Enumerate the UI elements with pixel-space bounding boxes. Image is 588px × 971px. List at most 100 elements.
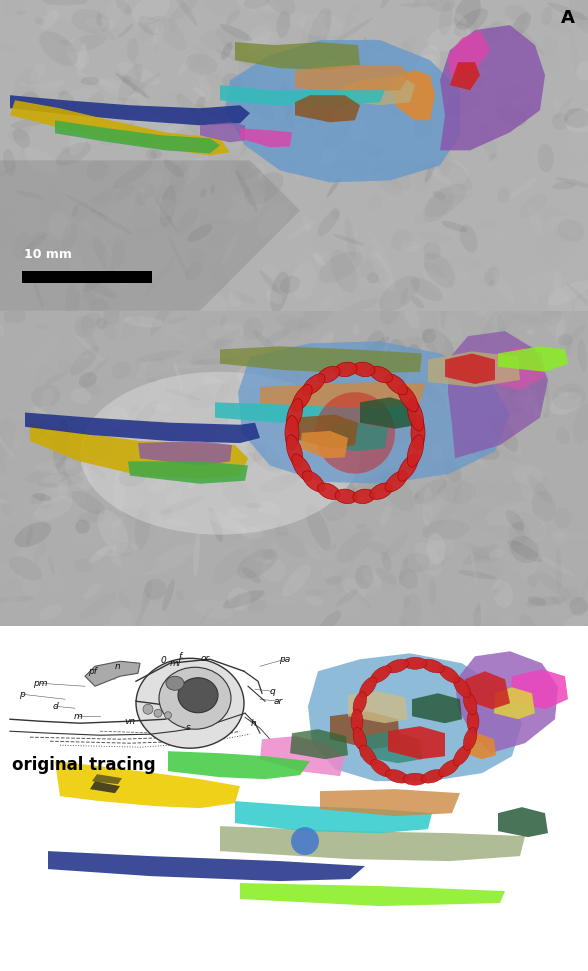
Ellipse shape [336,597,366,618]
Ellipse shape [142,581,152,613]
Ellipse shape [445,368,456,409]
Ellipse shape [353,323,360,335]
Ellipse shape [232,291,255,304]
Ellipse shape [520,193,547,218]
Ellipse shape [360,144,391,183]
Ellipse shape [403,552,430,573]
Ellipse shape [527,476,552,503]
Ellipse shape [255,557,273,564]
Ellipse shape [313,200,323,245]
Ellipse shape [256,204,289,238]
Ellipse shape [326,576,343,586]
Ellipse shape [488,420,503,448]
Ellipse shape [351,230,359,238]
Ellipse shape [245,394,266,416]
Ellipse shape [199,76,211,101]
Ellipse shape [399,569,418,589]
Ellipse shape [190,337,233,366]
Ellipse shape [512,472,534,488]
Ellipse shape [534,261,573,285]
Ellipse shape [279,571,302,594]
Ellipse shape [534,571,573,599]
Ellipse shape [188,476,195,489]
Ellipse shape [148,19,163,34]
Ellipse shape [384,377,393,391]
Ellipse shape [407,398,423,431]
Ellipse shape [332,416,345,431]
Ellipse shape [71,490,105,515]
Ellipse shape [533,539,547,589]
Polygon shape [0,160,300,311]
Ellipse shape [516,389,551,416]
Ellipse shape [75,519,90,534]
Ellipse shape [161,391,173,413]
Ellipse shape [535,372,550,418]
Ellipse shape [320,139,340,169]
Ellipse shape [152,442,180,466]
Ellipse shape [302,107,339,129]
Ellipse shape [489,153,496,161]
Ellipse shape [187,224,212,242]
Ellipse shape [80,73,118,87]
Ellipse shape [113,161,153,188]
Ellipse shape [554,391,574,396]
Ellipse shape [178,217,215,253]
Ellipse shape [457,47,473,64]
Ellipse shape [342,57,347,79]
Ellipse shape [145,184,155,197]
Ellipse shape [337,92,358,106]
Ellipse shape [31,385,61,407]
Ellipse shape [103,315,123,343]
Ellipse shape [154,220,169,243]
Ellipse shape [438,151,452,178]
Ellipse shape [553,98,567,118]
Ellipse shape [6,431,21,448]
Ellipse shape [79,592,116,619]
Ellipse shape [136,133,155,143]
Polygon shape [235,801,432,833]
Ellipse shape [298,83,325,99]
Ellipse shape [290,13,306,26]
Ellipse shape [453,501,487,520]
Ellipse shape [538,233,559,262]
Ellipse shape [261,440,284,488]
Ellipse shape [356,301,370,318]
Ellipse shape [460,362,473,378]
Ellipse shape [187,384,230,408]
Ellipse shape [253,50,262,101]
Ellipse shape [519,346,541,362]
Ellipse shape [35,324,49,329]
Ellipse shape [383,532,409,559]
Polygon shape [235,42,360,70]
Ellipse shape [449,137,465,163]
Ellipse shape [4,268,33,285]
Ellipse shape [301,98,326,105]
Text: A: A [561,9,575,27]
Ellipse shape [282,320,302,340]
Ellipse shape [88,273,93,277]
Ellipse shape [212,202,260,218]
Ellipse shape [105,407,128,427]
Ellipse shape [143,560,187,576]
Ellipse shape [508,231,533,255]
Ellipse shape [183,157,203,184]
Ellipse shape [427,414,447,454]
Ellipse shape [329,544,336,552]
Ellipse shape [330,363,346,376]
Ellipse shape [480,69,522,84]
Ellipse shape [371,50,396,72]
Ellipse shape [138,30,155,41]
Ellipse shape [454,487,463,504]
Ellipse shape [237,363,272,388]
Ellipse shape [53,87,98,106]
Ellipse shape [366,426,373,444]
Ellipse shape [510,536,539,563]
Ellipse shape [264,60,303,84]
Ellipse shape [145,357,165,384]
Ellipse shape [335,589,358,607]
Ellipse shape [215,490,232,524]
Ellipse shape [118,64,143,102]
Ellipse shape [422,519,470,541]
Ellipse shape [557,219,577,238]
Ellipse shape [158,324,170,347]
